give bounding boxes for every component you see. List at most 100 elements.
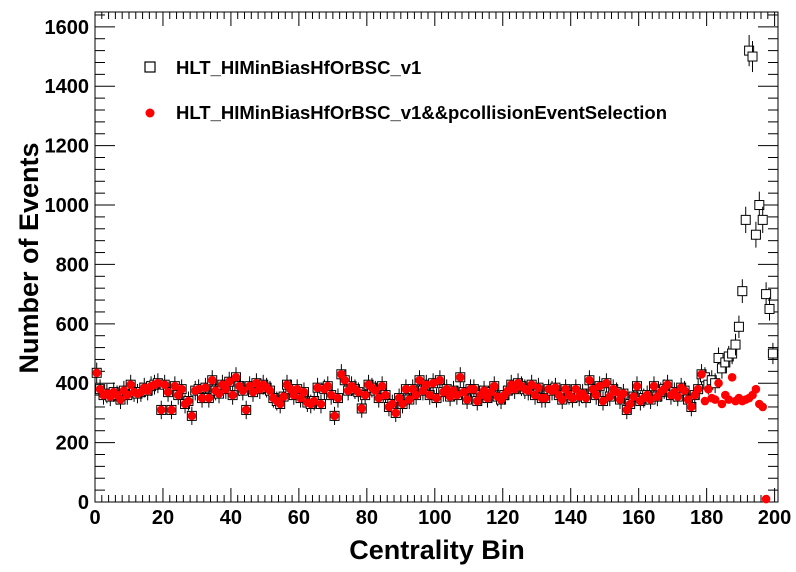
data-point-filled-circle (724, 395, 734, 404)
data-point-filled-circle (571, 384, 581, 394)
data-point-filled-circle (228, 390, 237, 400)
data-point-filled-circle (330, 411, 339, 421)
data-point-filled-circle (241, 405, 251, 415)
data-point-filled-circle (116, 395, 125, 404)
data-point-filled-circle (469, 384, 479, 394)
data-point-filled-circle (177, 384, 186, 394)
data-point-filled-circle (187, 411, 197, 421)
data-point-filled-circle (540, 393, 550, 403)
data-point-filled-circle (194, 384, 203, 394)
data-point-filled-circle (598, 396, 608, 406)
data-point-filled-circle (751, 384, 761, 394)
data-point-filled-circle (462, 395, 472, 404)
data-point-filled-circle (221, 384, 231, 394)
x-tick-label: 140 (554, 507, 587, 529)
data-point-filled-circle (710, 395, 720, 404)
data-point-filled-circle (605, 392, 615, 401)
data-point-filled-circle (214, 389, 224, 398)
data-point-filled-circle (714, 378, 723, 388)
data-point-filled-circle (697, 370, 706, 379)
x-tick-label: 160 (622, 507, 655, 529)
data-point-filled-circle (761, 494, 771, 504)
data-point-open-square (767, 348, 778, 359)
data-point-filled-circle (612, 387, 621, 397)
x-tick-label: 80 (356, 507, 378, 529)
data-point-filled-circle (231, 372, 241, 382)
data-point-filled-circle (374, 393, 384, 403)
data-point-filled-circle (323, 381, 333, 391)
data-point-filled-circle (595, 381, 604, 391)
data-point-filled-circle (680, 386, 689, 395)
data-point-filled-circle (238, 386, 248, 395)
data-point-filled-circle (459, 387, 468, 397)
data-point-filled-circle (156, 405, 166, 415)
data-point-filled-circle (326, 390, 336, 400)
data-point-filled-circle (632, 381, 642, 391)
data-point-filled-circle (398, 399, 407, 409)
x-tick-label: 120 (486, 507, 519, 529)
data-point-filled-circle (435, 375, 445, 385)
x-tick-label: 60 (288, 507, 310, 529)
data-point-filled-circle (224, 377, 234, 387)
data-point-filled-circle (758, 402, 768, 412)
y-tick-label: 1400 (45, 76, 90, 98)
legend-entry-label: HLT_HIMinBiasHfOrBSC_v1 (176, 57, 421, 78)
data-point-filled-circle (489, 381, 499, 391)
data-point-filled-circle (629, 392, 638, 401)
x-tick-label: 40 (220, 507, 242, 529)
data-point-filled-circle (700, 396, 710, 406)
data-point-filled-circle (292, 384, 302, 394)
data-point-filled-circle (530, 390, 540, 400)
y-axis-title: Number of Events (14, 142, 44, 373)
data-point-filled-circle (687, 402, 696, 412)
data-point-open-square (764, 303, 775, 314)
data-point-filled-circle (163, 387, 173, 397)
data-point-filled-circle (585, 375, 594, 385)
data-point-filled-circle (371, 386, 380, 395)
data-point-filled-circle (704, 384, 713, 394)
data-point-filled-circle (551, 383, 560, 392)
data-point-filled-circle (377, 381, 387, 391)
data-point-filled-circle (122, 390, 132, 400)
data-point-open-square (761, 289, 772, 300)
x-tick-label: 180 (690, 507, 723, 529)
data-point-filled-circle (527, 380, 536, 389)
y-tick-label: 1600 (45, 17, 90, 39)
data-point-filled-circle (275, 399, 285, 409)
x-tick-label: 200 (758, 507, 791, 529)
data-point-filled-circle (160, 380, 169, 389)
data-point-filled-circle (333, 393, 343, 403)
y-tick-label: 600 (56, 314, 89, 336)
data-point-filled-circle (248, 387, 258, 397)
data-point-filled-circle (415, 375, 424, 385)
data-point-filled-circle (625, 399, 635, 409)
data-point-filled-circle (388, 399, 397, 409)
x-tick-label: 0 (89, 507, 100, 529)
data-point-open-square (757, 214, 768, 225)
data-point-open-square (754, 200, 765, 211)
data-point-filled-circle (673, 392, 683, 401)
data-point-filled-circle (204, 393, 214, 403)
data-point-filled-circle (309, 396, 319, 406)
data-point-filled-circle (455, 372, 465, 382)
legend-entry-label: HLT_HIMinBiasHfOrBSC_v1&&pcollisionEvent… (176, 102, 667, 123)
data-point-filled-circle (170, 381, 180, 391)
data-point-filled-circle (411, 390, 421, 400)
data-point-filled-circle (646, 395, 655, 404)
data-point-open-square (740, 214, 751, 225)
data-point-open-square (747, 51, 758, 62)
data-point-open-square (730, 339, 741, 350)
data-point-filled-circle (354, 387, 363, 397)
plot-frame (94, 11, 779, 503)
data-point-filled-circle (279, 392, 288, 401)
data-point-filled-circle (405, 395, 414, 404)
data-point-filled-circle (619, 389, 628, 398)
y-tick-label: 400 (56, 373, 89, 395)
data-point-filled-circle (432, 393, 441, 403)
data-point-filled-circle (167, 405, 176, 415)
data-point-filled-circle (442, 384, 451, 394)
data-point-filled-circle (357, 404, 367, 413)
data-point-filled-circle (401, 384, 411, 394)
data-point-filled-circle (92, 368, 101, 378)
